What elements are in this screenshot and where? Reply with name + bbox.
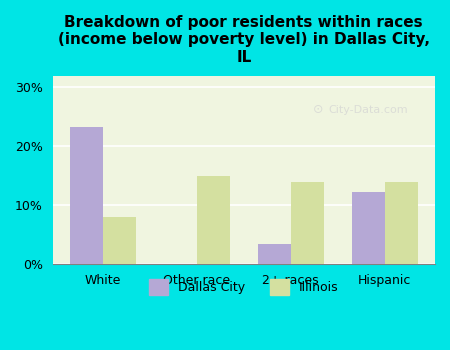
Bar: [103, 217, 136, 265]
Bar: [197, 176, 230, 265]
Title: Breakdown of poor residents within races
(income below poverty level) in Dallas : Breakdown of poor residents within races…: [58, 15, 430, 65]
Legend: Dallas City, Illinois: Dallas City, Illinois: [144, 274, 343, 300]
Bar: [258, 244, 291, 265]
Bar: [352, 193, 385, 265]
Bar: [70, 127, 103, 265]
Text: City-Data.com: City-Data.com: [328, 105, 408, 115]
Bar: [291, 182, 324, 265]
Text: ⊙: ⊙: [313, 103, 323, 116]
Bar: [385, 182, 418, 265]
